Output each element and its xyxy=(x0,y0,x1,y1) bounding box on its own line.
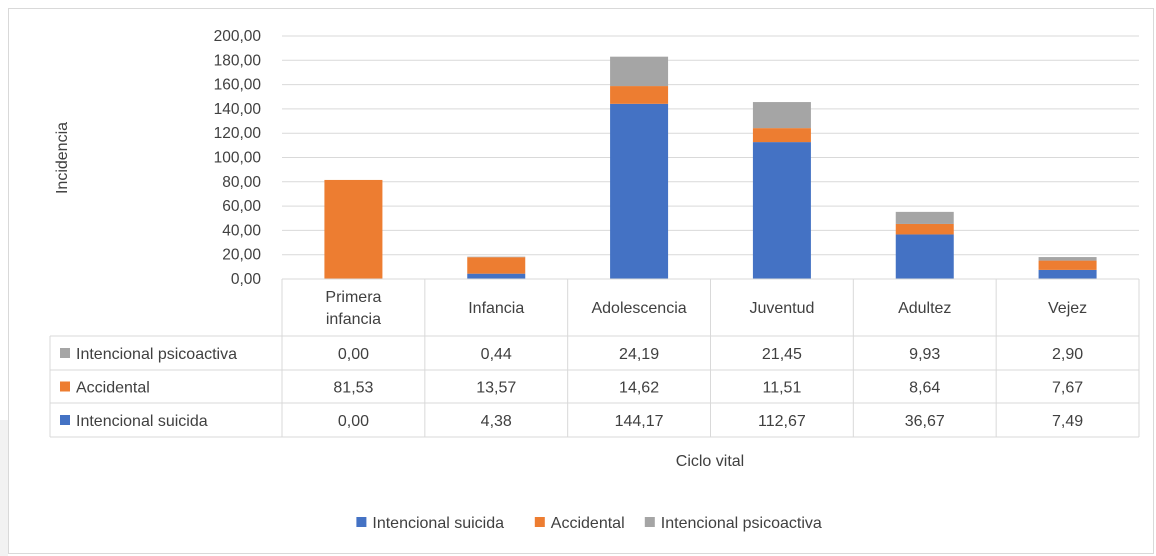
background-shade xyxy=(0,420,8,556)
bar-segment xyxy=(752,102,811,129)
bar-segment xyxy=(895,234,954,279)
y-tick-label: 80,00 xyxy=(222,174,261,191)
y-axis-title: Incidencia xyxy=(54,122,71,194)
gridlines xyxy=(282,35,1139,280)
legend-swatch xyxy=(644,517,655,527)
bar-segment xyxy=(1038,269,1097,279)
y-tick-label: 0,00 xyxy=(231,271,262,288)
legend-label: Intencional suicida xyxy=(372,515,504,532)
table-cell-value: 7,67 xyxy=(1052,380,1083,397)
bar-segment xyxy=(610,86,669,104)
bar-segment xyxy=(895,223,954,235)
bar-segment xyxy=(324,179,383,279)
y-tick-label: 20,00 xyxy=(222,247,261,264)
bar-segment xyxy=(610,103,669,279)
table-series-label: Accidental xyxy=(76,380,150,397)
legend-label: Intencional psicoactiva xyxy=(661,515,822,532)
chart-frame xyxy=(8,8,1154,554)
y-tick-label: 120,00 xyxy=(214,125,262,142)
x-category-label: Vejez xyxy=(1048,300,1087,317)
table-cell-value: 11,51 xyxy=(762,380,801,397)
y-axis-ticks: 0,00 20,00 40,00 60,00 80,00 100,00 120,00 140,… xyxy=(214,28,262,288)
table-cell-value: 0,44 xyxy=(481,346,512,363)
bar-segment xyxy=(1038,260,1097,270)
bar-segment xyxy=(895,211,954,224)
bar-segment xyxy=(610,56,669,87)
table-cell-value: 9,93 xyxy=(909,346,940,363)
table-series-label: Intencional suicida xyxy=(76,413,208,430)
y-tick-label: 200,00 xyxy=(214,28,262,45)
bar-segment xyxy=(467,257,526,274)
bar-segment xyxy=(752,128,811,143)
bar-segment xyxy=(467,273,526,279)
table-cell-value: 14,62 xyxy=(619,380,659,397)
data-table: Primera infancia Infancia Adolescencia Juven… xyxy=(49,278,1140,438)
bar-segment xyxy=(467,256,526,258)
table-cell-value: 36,67 xyxy=(905,413,945,430)
table-cell-value: 0,00 xyxy=(338,346,369,363)
x-category-label: Primera infancia xyxy=(325,289,381,328)
table-cell-value: 13,57 xyxy=(476,380,516,397)
y-tick-label: 180,00 xyxy=(214,52,262,69)
table-cell-value: 7,49 xyxy=(1052,413,1083,430)
table-legend-key xyxy=(60,348,70,358)
y-tick-label: 140,00 xyxy=(214,101,262,118)
table-legend-key xyxy=(60,415,70,425)
x-category-label: Adultez xyxy=(898,300,951,317)
legend-swatch xyxy=(356,517,367,527)
table-cell-value: 81,53 xyxy=(333,380,373,397)
table-cell-value: 2,90 xyxy=(1052,346,1083,363)
legend: Intencional suicida Accidental Intencional… xyxy=(356,515,822,532)
table-cell-value: 4,38 xyxy=(481,413,512,430)
table-series-label: Intencional psicoactiva xyxy=(76,346,237,363)
bars xyxy=(324,56,1097,279)
legend-swatch xyxy=(534,517,545,527)
table-cell-value: 8,64 xyxy=(909,380,940,397)
y-tick-label: 100,00 xyxy=(214,150,262,167)
x-category-label: Juventud xyxy=(749,300,814,317)
table-cell-value: 21,45 xyxy=(762,346,802,363)
table-cell-value: 112,67 xyxy=(758,413,806,430)
bar-segment xyxy=(1038,257,1097,261)
table-cell-value: 0,00 xyxy=(338,413,369,430)
table-cell-value: 144,17 xyxy=(615,413,664,430)
y-tick-label: 60,00 xyxy=(222,198,261,215)
x-category-label: Infancia xyxy=(468,300,524,317)
x-category-label: Adolescencia xyxy=(591,300,686,317)
bar-segment xyxy=(752,142,811,279)
table-cell-value: 24,19 xyxy=(619,346,659,363)
legend-label: Accidental xyxy=(551,515,625,532)
x-axis-title: Ciclo vital xyxy=(676,453,744,470)
table-legend-key xyxy=(60,381,70,392)
y-tick-label: 40,00 xyxy=(222,222,261,239)
y-tick-label: 160,00 xyxy=(214,77,262,94)
